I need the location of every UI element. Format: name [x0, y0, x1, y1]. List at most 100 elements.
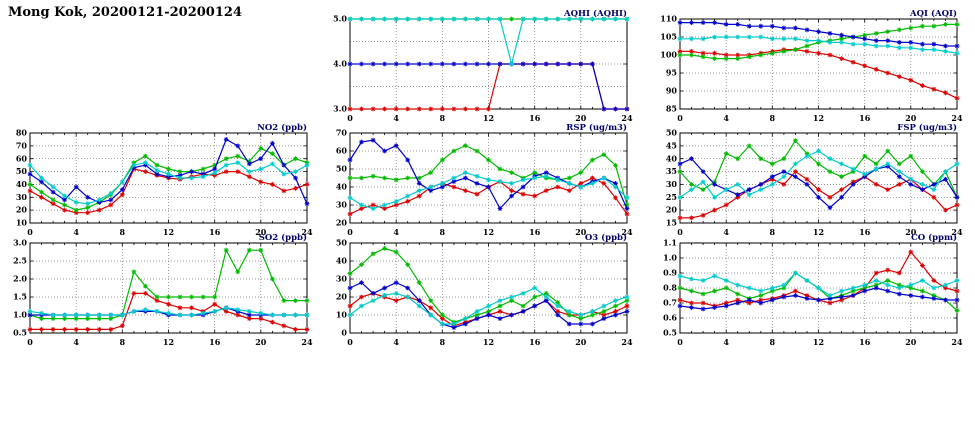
x-tick-label: 20	[575, 337, 587, 347]
series-markers-blue	[677, 285, 960, 312]
chart-aqi: 0 4 8 12 16 20 24 85 90 95 100 105 110 AQI (AQI)	[652, 8, 964, 124]
chart-aqhi: 0 4 8 12 16 20 24 3.0 4.0 5.0 AQHI (AQHI)	[322, 8, 634, 124]
series-markers-cyan	[347, 170, 630, 211]
y-tick-label: 0	[341, 328, 347, 338]
series-line-green	[29, 248, 307, 320]
x-tick-label: 24	[621, 113, 633, 123]
chart-title-fsp: FSP (ug/m3)	[897, 122, 957, 133]
series-markers-blue	[27, 137, 310, 207]
x-tick-label: 16	[529, 337, 541, 347]
chart-svg-aqhi: 0 4 8 12 16 20 24 3.0 4.0 5.0 AQHI (AQHI)	[333, 8, 633, 123]
chart-title-co: CO (ppm)	[911, 232, 957, 243]
x-tick-label: 8	[770, 337, 776, 347]
y-tick-label: 3.0	[333, 104, 347, 114]
y-tick-label: 35	[666, 166, 677, 176]
chart-title-so2: SO2 (ppb)	[259, 232, 307, 243]
chart-title-aqi: AQI (AQI)	[909, 8, 957, 19]
x-tick-label: 4	[723, 113, 729, 123]
chart-rsp: 0 4 8 12 16 20 24 20 30 40 50 60 70 RSP (ug/m3)	[322, 122, 634, 238]
series-markers-green	[347, 246, 630, 325]
chart-no2: 0 4 8 12 16 20 24 10 20 30 40 50 60 70 80 NO2 (ppb)	[2, 122, 314, 238]
x-tick-label: 0	[347, 113, 353, 123]
x-tick-label: 16	[859, 227, 871, 237]
y-tick-label: 60	[336, 146, 348, 156]
y-tick-label: 2.5	[13, 256, 27, 266]
y-tick-label: 0.5	[13, 328, 27, 338]
x-tick-label: 16	[859, 337, 871, 347]
series-markers-cyan	[347, 285, 630, 327]
chart-title-no2: NO2 (ppb)	[257, 122, 307, 133]
x-tick-label: 12	[483, 113, 494, 123]
x-tick-label: 4	[393, 113, 399, 123]
y-tick-label: 15	[666, 218, 677, 228]
series-markers-cyan	[677, 270, 960, 298]
y-tick-label: 60	[16, 153, 28, 163]
x-tick-label: 0	[347, 337, 353, 347]
y-tick-label: 70	[16, 141, 28, 151]
chart-title-o3: O3 (ppb)	[585, 232, 627, 243]
y-tick-label: 50	[666, 128, 678, 138]
series-markers-cyan	[27, 160, 310, 207]
x-tick-label: 0	[677, 337, 683, 347]
x-tick-label: 0	[347, 227, 353, 237]
chart-co: 0 4 8 12 16 20 24 0.5 0.6 0.7 0.8 0.9 1.0 1.1 CO (ppm)	[652, 232, 964, 348]
y-tick-label: 30	[16, 192, 28, 202]
x-tick-label: 4	[73, 337, 79, 347]
y-tick-label: 1.1	[663, 238, 677, 248]
page-title: Mong Kok, 20200121-20200124	[8, 5, 242, 20]
y-tick-label: 30	[336, 274, 348, 284]
y-tick-label: 70	[336, 128, 348, 138]
y-tick-label: 85	[666, 104, 677, 114]
y-tick-label: 0.6	[663, 313, 677, 323]
chart-svg-no2: 0 4 8 12 16 20 24 10 20 30 40 50 60 70 80 NO2 (ppb)	[16, 122, 313, 237]
x-tick-label: 16	[209, 337, 221, 347]
chart-fsp: 0 4 8 12 16 20 24 15 20 25 30 35 40 45 50 FSP (ug/m3)	[652, 122, 964, 238]
x-tick-label: 20	[905, 113, 917, 123]
chart-svg-co: 0 4 8 12 16 20 24 0.5 0.6 0.7 0.8 0.9 1.0 1.1 CO (ppm)	[663, 232, 963, 347]
y-tick-label: 25	[666, 192, 677, 202]
x-tick-label: 0	[27, 337, 33, 347]
series-markers-cyan	[347, 16, 630, 67]
y-tick-label: 0.7	[663, 298, 677, 308]
series-markers-red	[27, 291, 310, 332]
series-markers-cyan	[677, 34, 960, 56]
plot-frame	[29, 132, 308, 224]
y-tick-label: 4.0	[333, 59, 347, 69]
x-tick-label: 16	[529, 227, 541, 237]
x-tick-label: 4	[723, 227, 729, 237]
series-markers-blue	[347, 61, 630, 112]
x-tick-label: 12	[483, 227, 494, 237]
y-tick-label: 45	[666, 141, 677, 151]
chart-o3: 0 4 8 12 16 20 24 0 10 20 30 40 50 O3 (ppb)	[322, 232, 634, 348]
x-tick-label: 20	[905, 227, 917, 237]
x-tick-label: 12	[813, 227, 824, 237]
x-tick-label: 16	[859, 113, 871, 123]
y-tick-label: 40	[16, 179, 28, 189]
y-tick-label: 50	[336, 238, 348, 248]
x-tick-label: 16	[529, 113, 541, 123]
x-tick-label: 8	[770, 227, 776, 237]
x-tick-label: 24	[951, 227, 963, 237]
chart-svg-o3: 0 4 8 12 16 20 24 0 10 20 30 40 50 O3 (ppb)	[336, 232, 633, 347]
y-tick-label: 1.5	[13, 292, 27, 302]
x-tick-label: 12	[813, 113, 824, 123]
y-tick-label: 30	[666, 179, 678, 189]
series-markers-green	[347, 143, 630, 208]
chart-svg-fsp: 0 4 8 12 16 20 24 15 20 25 30 35 40 45 50 FSP (ug/m3)	[666, 122, 963, 237]
y-tick-label: 1.0	[13, 310, 27, 320]
x-tick-label: 24	[301, 227, 313, 237]
x-tick-label: 8	[120, 227, 126, 237]
x-tick-label: 24	[621, 337, 633, 347]
x-tick-label: 12	[163, 227, 174, 237]
x-tick-label: 20	[255, 337, 267, 347]
y-tick-label: 40	[336, 182, 348, 192]
x-tick-label: 24	[301, 337, 313, 347]
y-tick-label: 20	[16, 205, 28, 215]
x-tick-label: 20	[905, 337, 917, 347]
y-tick-label: 0.5	[663, 328, 677, 338]
y-tick-label: 0.9	[663, 268, 677, 278]
y-tick-label: 20	[336, 292, 348, 302]
x-tick-label: 4	[73, 227, 79, 237]
x-tick-label: 12	[813, 337, 824, 347]
y-tick-label: 50	[16, 166, 28, 176]
